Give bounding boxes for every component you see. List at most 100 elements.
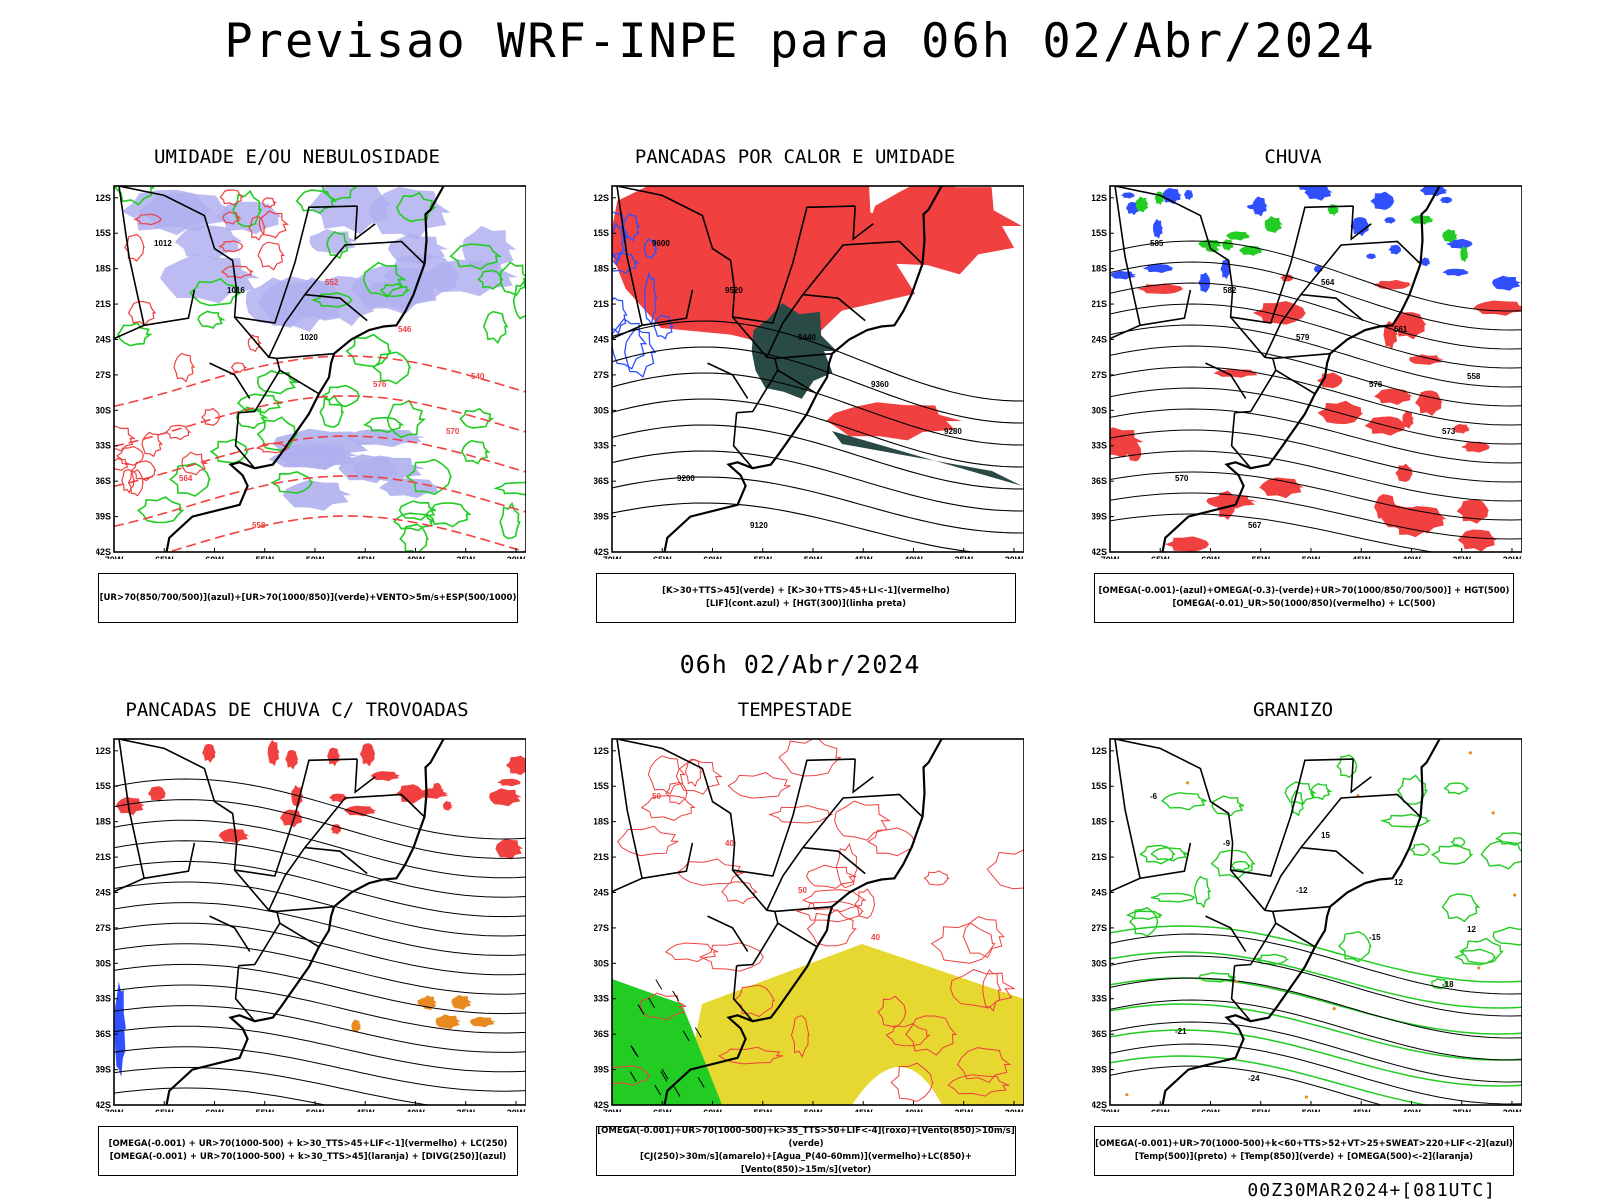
temp850-contour (1310, 783, 1333, 801)
thickness-line (114, 475, 526, 528)
thickness-contour (127, 300, 157, 327)
wind-vector (661, 1068, 669, 1080)
temp850-contour (1110, 1029, 1522, 1087)
thickness-contour (165, 424, 192, 441)
lon-label: 35W (954, 555, 973, 559)
wind-vector (697, 1077, 705, 1088)
height-contour (612, 346, 1024, 424)
rain-area (1215, 490, 1236, 520)
panel-granizo: GRANIZO 12S 15S 18S 21S 24S 27S 30S 33S 36S 39S 42… (1068, 699, 1522, 1179)
border-line (612, 842, 694, 893)
lat-label: 18S (594, 264, 609, 274)
humidity-contour (345, 333, 392, 368)
humidity-contour (320, 384, 361, 408)
panel-umidade: UMIDADE E/OU NEBULOSIDADE 12S 15S 18S 21S 24… (72, 146, 526, 626)
omega-area (1184, 189, 1194, 201)
border-line (1275, 922, 1316, 948)
contour-label: -15 (1369, 933, 1381, 942)
omega-area (1492, 275, 1522, 291)
rain-area (1126, 445, 1142, 462)
humidity-contour (169, 462, 211, 497)
water-contour (950, 969, 1015, 1009)
humidity-contour (386, 399, 426, 439)
map-frame (113, 185, 526, 553)
lon-label: 40W (406, 555, 425, 559)
omega-area (1442, 268, 1470, 277)
water-contour (956, 1047, 1012, 1084)
lon-label: 35W (456, 555, 475, 559)
storm-area (489, 788, 522, 807)
panel-title: CHUVA (1264, 146, 1322, 168)
temp850-contour (1492, 926, 1522, 946)
water-contour (962, 916, 1006, 959)
lat-label: 33S (96, 441, 111, 451)
temp850-contour (1379, 813, 1432, 828)
omega-area (1252, 196, 1268, 217)
storm-area (285, 750, 299, 770)
temp850-contour (1110, 925, 1522, 983)
lat-label: 21S (96, 299, 111, 309)
convective-area (832, 431, 1022, 486)
omega-area (1419, 186, 1448, 197)
convective-area (751, 303, 837, 399)
border-line (1350, 759, 1372, 794)
thickness-contour (121, 468, 135, 494)
lon-label: 35W (456, 1108, 475, 1112)
lon-label: 40W (1402, 555, 1421, 559)
contour-label: 12 (1467, 925, 1476, 934)
lon-label: 55W (753, 555, 772, 559)
streamline (114, 778, 526, 840)
humidity-area (378, 478, 442, 499)
rain-area (1457, 529, 1497, 552)
thickness-contour (222, 211, 242, 225)
lon-label: 70W (105, 1108, 124, 1112)
water-contour (806, 909, 857, 947)
humidity-contour (362, 261, 407, 298)
omega-dot (1304, 1095, 1308, 1099)
omega-dot (1468, 751, 1472, 755)
contour-label: 9360 (871, 380, 889, 389)
streamline (114, 902, 526, 956)
humidity-contour (477, 269, 504, 290)
contour-label: -9 (1223, 839, 1231, 848)
border-line (1230, 205, 1354, 324)
temp850-contour (1193, 875, 1212, 909)
storm-area (147, 786, 166, 802)
legend-line-1: [OMEGA(-0.001)-(azul)+OMEGA(-0.3)-(verde… (1098, 586, 1510, 596)
lat-label: 42S (594, 547, 609, 557)
lat-label: 30S (96, 958, 111, 968)
rain-area (1364, 416, 1407, 436)
run-timestamp: 00Z30MAR2024+[081UTC] (1247, 1180, 1496, 1201)
temp500-contour (1110, 977, 1522, 1039)
contour-label: 50 (798, 886, 807, 895)
water-contour (647, 755, 686, 795)
lat-label: 18S (1092, 817, 1107, 827)
lon-label: 65W (653, 1108, 672, 1112)
lat-label: 27S (96, 370, 111, 380)
humidity-area (358, 280, 431, 310)
rain-area (1392, 513, 1430, 538)
temp850-contour (1161, 792, 1207, 811)
border-line (852, 759, 874, 794)
border-line (616, 739, 643, 879)
border-line (774, 352, 833, 360)
height-contour (1110, 240, 1522, 312)
thickness-contour (247, 334, 262, 353)
rain-area (1317, 372, 1343, 389)
panel-title: PANCADAS DE CHUVA C/ TROVOADAS (125, 699, 469, 721)
omega-area (1142, 264, 1174, 273)
lon-label: 45W (356, 555, 375, 559)
legend-line-2: [Temp(500)](preto) + [Temp(850)](verde) … (1134, 1152, 1474, 1162)
border-line (304, 240, 426, 296)
humidity-contour (197, 310, 226, 329)
lat-label: 33S (594, 441, 609, 451)
lat-label: 21S (96, 852, 111, 862)
lat-label: 30S (1092, 405, 1107, 415)
lif-contour (623, 212, 641, 242)
lat-label: 15S (1092, 228, 1107, 238)
lif-contour (644, 271, 658, 326)
border-line (732, 758, 856, 877)
lon-label: 50W (306, 555, 325, 559)
border-line (279, 922, 320, 948)
water-contour (923, 870, 950, 886)
